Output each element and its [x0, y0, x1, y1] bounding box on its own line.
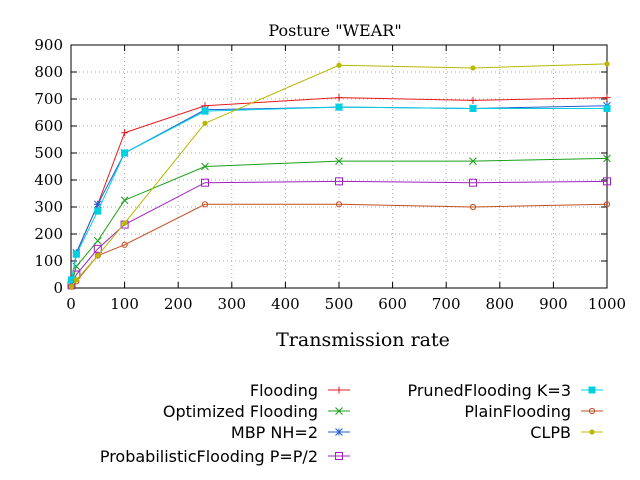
y-tick-label: 700 [34, 90, 63, 108]
legend-label: Optimized Flooding [163, 402, 318, 421]
data-point [121, 149, 129, 157]
data-point [120, 196, 129, 205]
data-point [335, 103, 343, 111]
data-point [335, 94, 343, 102]
y-tick-label: 0 [53, 279, 63, 297]
x-tick-label: 400 [271, 295, 300, 313]
legend: Flooding Optimized Flooding MBP NH=2 Probab… [100, 381, 603, 466]
data-point [469, 157, 477, 165]
legend-marker [335, 407, 343, 415]
series-line [71, 63, 608, 287]
legend-item: ProbabilisticFlooding P=P/2 [100, 447, 350, 466]
legend-marker [335, 452, 343, 460]
x-tick-label: 800 [485, 295, 514, 313]
legend-marker [589, 429, 595, 435]
x-tick-label: 700 [432, 295, 461, 313]
x-tick-label: 1000 [588, 295, 626, 313]
data-point [93, 244, 102, 253]
series-line [71, 203, 608, 287]
axes: 0 100 200 300 400 500 600 700 800 900 0 100 200 300 40… [34, 36, 626, 313]
data-point [93, 236, 102, 245]
legend-marker [335, 428, 343, 436]
data-point [604, 61, 610, 67]
y-tick-label: 100 [34, 252, 63, 270]
y-tick-label: 600 [34, 117, 63, 135]
data-point [95, 253, 101, 259]
legend-item: PrunedFlooding K=3 [407, 381, 603, 400]
series-line [71, 180, 608, 286]
series-line [71, 105, 608, 283]
data-point [94, 207, 102, 215]
data-point [121, 241, 128, 248]
data-point [202, 120, 208, 126]
data-point [603, 94, 611, 102]
data-point [470, 65, 476, 71]
legend-label: ProbabilisticFlooding P=P/2 [100, 447, 318, 466]
data-point [68, 276, 76, 284]
series-plainflooding [68, 201, 611, 290]
legend-item: CLPB [530, 423, 603, 442]
data-point [469, 203, 477, 211]
data-point [201, 178, 209, 187]
data-point [122, 220, 128, 226]
data-point [201, 162, 209, 171]
x-axis-label: Transmission rate [276, 329, 450, 351]
series-prunedflooding-k-3 [68, 103, 611, 284]
y-tick-label: 500 [34, 144, 63, 162]
legend-item: Flooding [250, 381, 350, 400]
data-point [603, 177, 611, 186]
y-tick-label: 900 [34, 36, 63, 54]
legend-marker [335, 386, 343, 394]
data-point [603, 154, 611, 163]
legend-marker [588, 386, 596, 394]
legend-item: Optimized Flooding [163, 402, 350, 421]
legend-label: Flooding [250, 381, 318, 400]
y-tick-label: 300 [34, 198, 63, 216]
y-tick-label: 400 [34, 171, 63, 189]
series-line [71, 157, 608, 285]
x-tick-label: 300 [217, 295, 246, 313]
x-tick-label: 0 [66, 295, 76, 313]
data-point [73, 277, 79, 283]
data-point [335, 177, 343, 186]
series-layer [67, 61, 611, 290]
data-point [93, 200, 102, 209]
data-point [68, 284, 75, 290]
x-tick-label: 900 [539, 295, 568, 313]
data-point [469, 178, 477, 187]
series-clpb [68, 61, 610, 290]
x-tick-label: 600 [378, 295, 407, 313]
data-point [72, 250, 80, 258]
series-line [71, 106, 607, 280]
data-point [336, 62, 342, 68]
data-point [335, 157, 343, 165]
grid [71, 45, 607, 288]
y-tick-label: 200 [34, 225, 63, 243]
legend-label: PlainFlooding [464, 402, 571, 421]
data-point [469, 104, 477, 112]
data-point [469, 96, 477, 104]
legend-label: MBP NH=2 [231, 423, 318, 442]
x-tick-label: 500 [325, 295, 354, 313]
legend-item: MBP NH=2 [231, 423, 350, 442]
y-tick-label: 800 [34, 63, 63, 81]
legend-item: PlainFlooding [464, 402, 603, 421]
x-tick-label: 200 [164, 295, 193, 313]
data-point [201, 201, 209, 208]
data-point [603, 201, 611, 208]
x-tick-label: 100 [110, 295, 139, 313]
data-point [201, 107, 209, 115]
data-point [335, 201, 343, 208]
data-point [121, 129, 129, 137]
legend-marker [588, 407, 596, 415]
legend-label: CLPB [530, 423, 571, 442]
chart-title: Posture "WEAR" [268, 21, 401, 40]
data-point [603, 104, 611, 112]
legend-label: PrunedFlooding K=3 [407, 381, 571, 400]
